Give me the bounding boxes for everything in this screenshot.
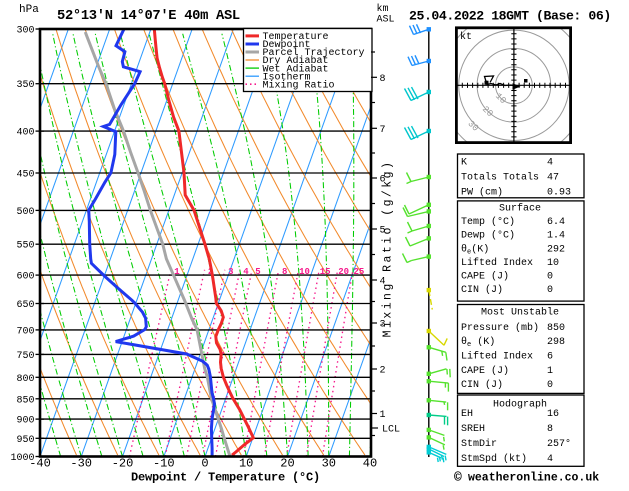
svg-text:4: 4	[547, 158, 553, 169]
svg-text:-30: -30	[70, 457, 92, 471]
svg-text:500: 500	[16, 207, 34, 218]
svg-text:-10: -10	[153, 457, 175, 471]
svg-text:8: 8	[282, 267, 287, 277]
svg-text:Hodograph: Hodograph	[493, 399, 547, 411]
svg-text:5: 5	[255, 267, 260, 277]
svg-text:θe(K): θe(K)	[461, 243, 489, 256]
svg-text:StmSpd (kt): StmSpd (kt)	[461, 453, 527, 465]
svg-text:3: 3	[228, 267, 233, 277]
svg-text:7: 7	[380, 125, 386, 136]
svg-text:CAPE (J): CAPE (J)	[461, 365, 509, 377]
svg-text:Pressure (mb): Pressure (mb)	[461, 322, 539, 334]
svg-text:Mixing Ratio (g/kg): Mixing Ratio (g/kg)	[382, 160, 395, 338]
svg-text:15: 15	[320, 267, 331, 277]
svg-text:ASL: ASL	[377, 15, 395, 26]
svg-text:EH: EH	[461, 409, 473, 420]
svg-text:350: 350	[16, 80, 34, 91]
svg-text:CIN (J): CIN (J)	[461, 284, 503, 296]
svg-text:©: ©	[454, 470, 462, 485]
svg-text:Lifted Index: Lifted Index	[461, 351, 533, 363]
svg-text:weatheronline.co.uk: weatheronline.co.uk	[468, 472, 599, 485]
svg-text:292: 292	[547, 244, 565, 255]
svg-text:1.4: 1.4	[547, 231, 565, 242]
svg-text:StmDir: StmDir	[461, 438, 497, 450]
svg-text:257°: 257°	[547, 438, 571, 450]
svg-text:Most Unstable: Most Unstable	[481, 307, 559, 319]
svg-text:Lifted Index: Lifted Index	[461, 257, 533, 269]
svg-text:8: 8	[547, 424, 553, 435]
svg-text:K: K	[461, 158, 467, 169]
svg-text:700: 700	[16, 326, 34, 337]
svg-text:0: 0	[547, 380, 553, 391]
svg-text:4: 4	[547, 454, 553, 465]
svg-text:Dewp (°C): Dewp (°C)	[461, 230, 515, 242]
svg-text:47: 47	[547, 173, 559, 184]
svg-text:6.4: 6.4	[547, 217, 565, 228]
svg-text:20: 20	[338, 267, 349, 277]
svg-text:CIN (J): CIN (J)	[461, 379, 503, 391]
svg-text:0.93: 0.93	[547, 187, 571, 198]
svg-text:1: 1	[547, 366, 553, 377]
svg-text:2: 2	[380, 366, 386, 377]
svg-text:900: 900	[16, 416, 34, 427]
svg-text:10: 10	[239, 457, 253, 471]
svg-text:550: 550	[16, 241, 34, 252]
svg-text:LCL: LCL	[382, 425, 400, 436]
svg-text:0: 0	[547, 271, 553, 282]
svg-text:hPa: hPa	[19, 4, 39, 16]
svg-text:40: 40	[363, 457, 377, 471]
svg-text:θe (K): θe (K)	[461, 336, 495, 349]
svg-text:750: 750	[16, 351, 34, 362]
svg-text:300: 300	[16, 26, 34, 37]
svg-text:25.04.2022 18GMT (Base: 06): 25.04.2022 18GMT (Base: 06)	[409, 9, 611, 24]
svg-text:950: 950	[16, 435, 34, 446]
svg-text:30: 30	[322, 457, 336, 471]
svg-text:Temp (°C): Temp (°C)	[461, 216, 515, 228]
svg-text:0: 0	[201, 457, 208, 471]
svg-text:850: 850	[16, 395, 34, 406]
svg-text:25: 25	[353, 267, 364, 277]
svg-text:SREH: SREH	[461, 424, 485, 435]
svg-text:800: 800	[16, 374, 34, 385]
svg-text:km: km	[377, 3, 389, 15]
svg-text:600: 600	[16, 272, 34, 283]
svg-text:10: 10	[547, 258, 559, 269]
svg-text:6: 6	[547, 352, 553, 363]
svg-text:20: 20	[280, 457, 294, 471]
svg-text:450: 450	[16, 170, 34, 181]
svg-text:650: 650	[16, 300, 34, 311]
svg-text:CAPE (J): CAPE (J)	[461, 270, 509, 282]
svg-text:16: 16	[547, 409, 559, 420]
svg-text:PW (cm): PW (cm)	[461, 186, 503, 198]
svg-text:kt: kt	[460, 31, 472, 43]
svg-text:10: 10	[299, 267, 310, 277]
svg-text:1: 1	[380, 410, 386, 421]
svg-text:Dewpoint / Temperature (°C): Dewpoint / Temperature (°C)	[131, 471, 320, 485]
svg-text:298: 298	[547, 337, 565, 348]
svg-text:400: 400	[16, 128, 34, 139]
svg-text:Surface: Surface	[499, 203, 541, 215]
svg-text:-40: -40	[29, 457, 51, 471]
svg-text:0: 0	[547, 285, 553, 296]
svg-text:850: 850	[547, 323, 565, 334]
svg-text:Totals Totals: Totals Totals	[461, 172, 539, 184]
svg-text:4: 4	[243, 267, 249, 277]
svg-text:-20: -20	[112, 457, 134, 471]
svg-text:52°13'N 14°07'E 40m ASL: 52°13'N 14°07'E 40m ASL	[57, 8, 240, 24]
svg-text:Mixing Ratio: Mixing Ratio	[263, 79, 335, 91]
svg-text:8: 8	[380, 74, 386, 85]
